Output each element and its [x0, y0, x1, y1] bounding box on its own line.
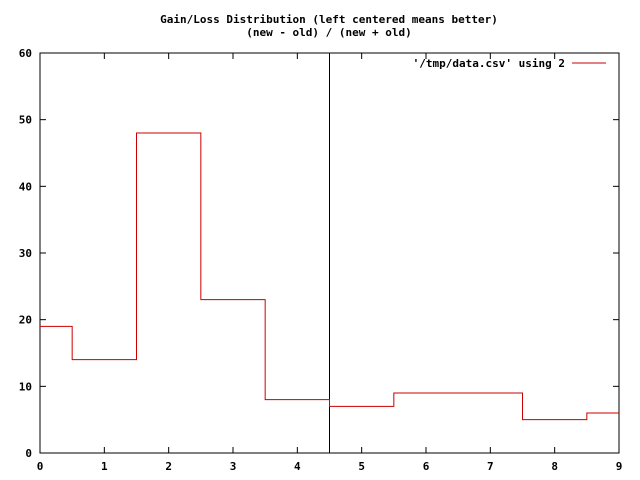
- legend-label: '/tmp/data.csv' using 2: [413, 57, 565, 70]
- x-tick-label: 4: [294, 460, 301, 473]
- y-tick-label: 0: [25, 447, 32, 460]
- x-tick-label: 7: [487, 460, 494, 473]
- chart-title: Gain/Loss Distribution (left centered me…: [160, 13, 498, 26]
- legend: '/tmp/data.csv' using 2: [413, 57, 606, 70]
- x-tick-label: 0: [37, 460, 44, 473]
- axis-ticks: 0 10 20 30 40 50 60 0 1 2 3 4 5 6 7 8 9: [19, 47, 623, 473]
- x-tick-label: 5: [358, 460, 365, 473]
- chart-subtitle: (new - old) / (new + old): [246, 26, 412, 39]
- series-line: [40, 132, 619, 421]
- x-tick-label: 3: [230, 460, 237, 473]
- x-tick-label: 2: [165, 460, 172, 473]
- x-tick-label: 6: [423, 460, 430, 473]
- y-tick-label: 30: [19, 247, 32, 260]
- x-tick-label: 9: [616, 460, 623, 473]
- x-tick-label: 8: [551, 460, 558, 473]
- y-tick-label: 10: [19, 380, 32, 393]
- y-tick-label: 60: [19, 47, 32, 60]
- y-tick-label: 40: [19, 180, 32, 193]
- y-tick-label: 20: [19, 314, 32, 327]
- x-tick-label: 1: [101, 460, 108, 473]
- y-tick-label: 50: [19, 114, 32, 127]
- series-group: [40, 53, 619, 453]
